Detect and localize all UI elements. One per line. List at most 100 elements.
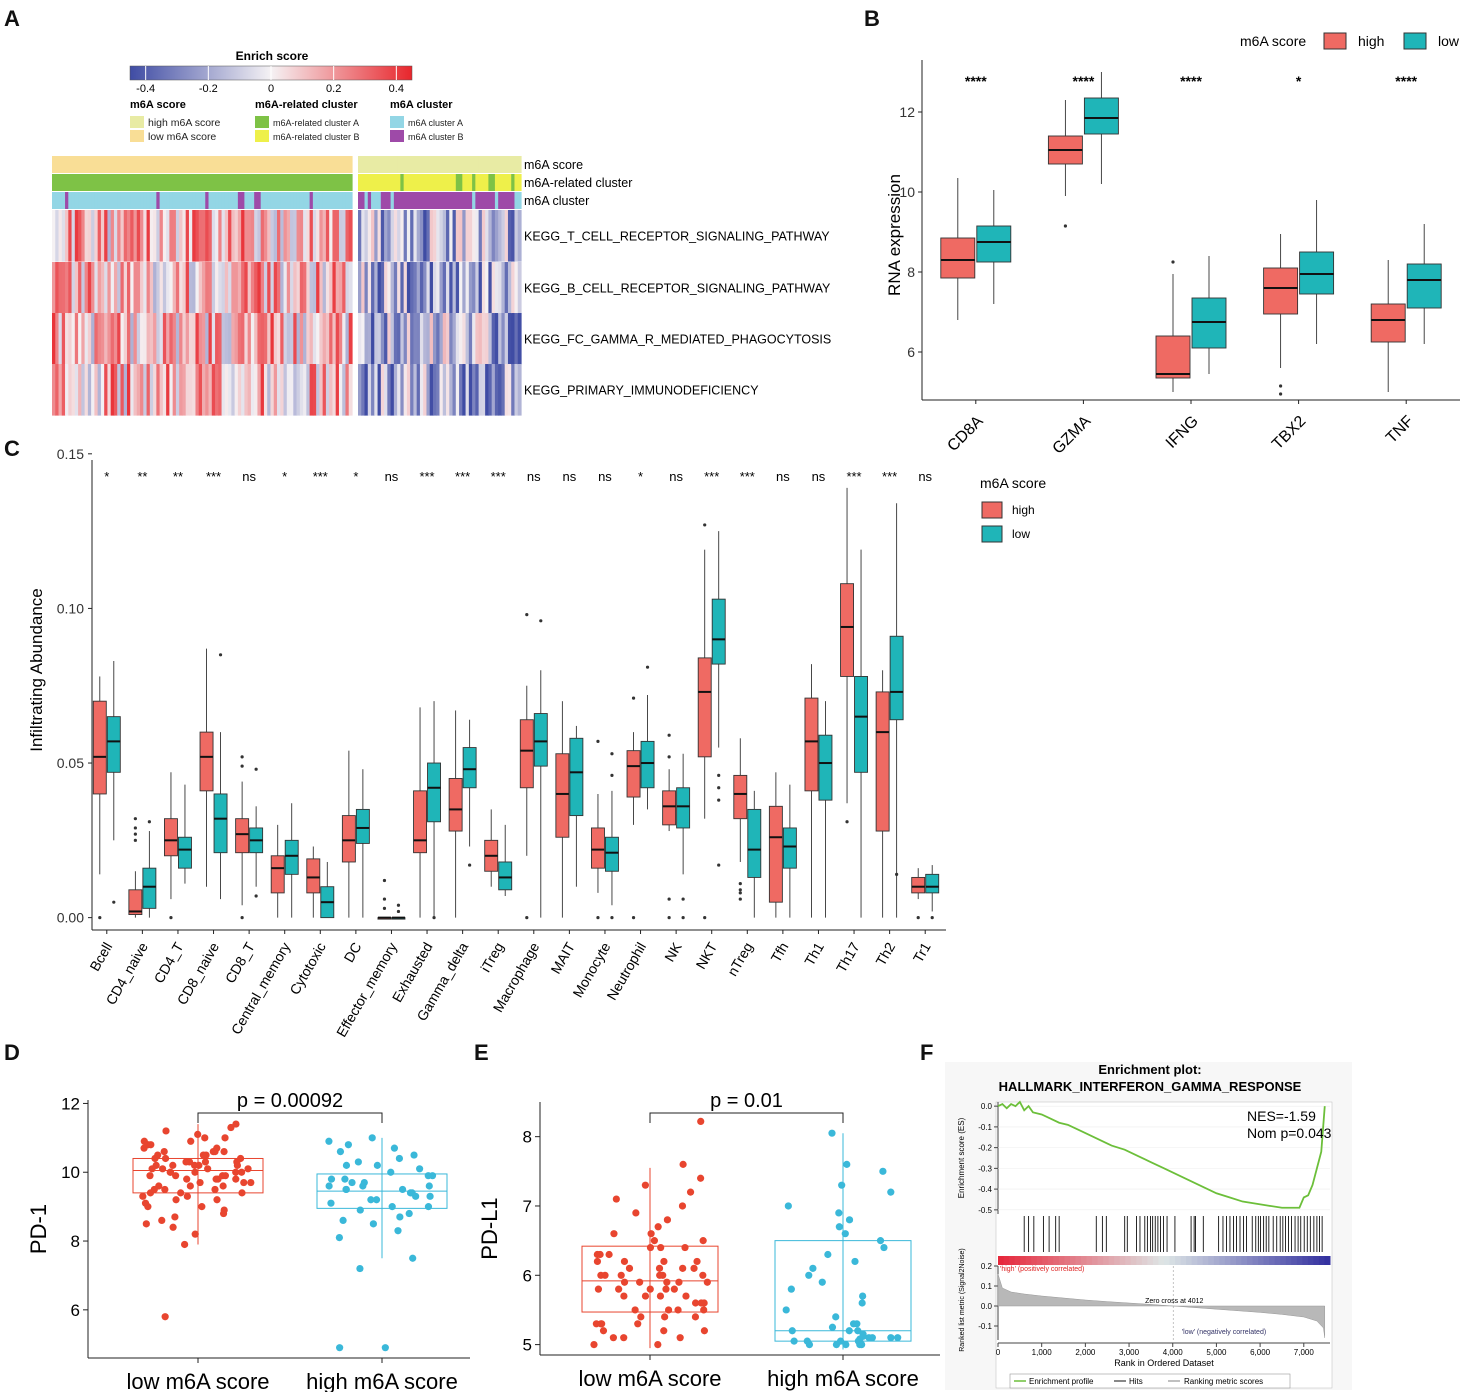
heatmap-cell: [426, 210, 431, 262]
c-high-box: [733, 774, 748, 820]
heatmap-cell: [387, 313, 392, 365]
annotation-cell-cluster: [78, 192, 82, 209]
heatmap-cell: [348, 210, 353, 262]
heatmap-cell: [403, 262, 408, 314]
heatmap-cell: [71, 262, 76, 314]
d-point: [410, 1151, 418, 1159]
heatmap-cell: [110, 262, 115, 314]
d-y-tick-label: 6: [71, 1301, 80, 1320]
annotation-cell-score: [325, 156, 330, 173]
d-point: [199, 1151, 207, 1159]
heatmap-cell: [94, 262, 99, 314]
f-rank-color-segment: [1020, 1256, 1027, 1265]
annotation-cell-related: [97, 174, 102, 191]
heatmap-cell: [55, 364, 60, 416]
b-y-tick-label: 6: [907, 344, 915, 360]
heatmap-cell: [397, 262, 401, 314]
b-legend-label: high: [1358, 33, 1384, 49]
annotation-cell-related: [146, 174, 151, 191]
heatmap-cell: [393, 364, 398, 416]
annotation-cell-cluster: [270, 192, 275, 209]
annotation-cell-score: [442, 156, 447, 173]
annotation-cell-score: [188, 156, 193, 173]
annotation-cell-related: [71, 174, 76, 191]
annotation-cell-related: [270, 174, 275, 191]
heatmap-cell: [149, 364, 154, 416]
heatmap-cell: [459, 313, 463, 365]
annotation-cell-score: [202, 156, 206, 173]
d-point: [339, 1216, 347, 1224]
c-low-box: [427, 762, 441, 823]
annotation-cell-cluster: [286, 192, 291, 209]
annotation-cell-cluster: [309, 192, 314, 209]
heatmap-cell: [179, 364, 184, 416]
annotation-cell-score: [211, 156, 216, 173]
heatmap-cell: [446, 313, 450, 365]
heatmap-cell: [290, 364, 294, 416]
heatmap-cell: [87, 262, 92, 314]
heatmap-cell: [306, 364, 311, 416]
heatmap-cell: [61, 210, 66, 262]
annotation-cell-score: [68, 156, 73, 173]
annotation-cell-score: [485, 156, 489, 173]
annotation-cell-cluster: [205, 192, 210, 209]
c-low-box: [178, 836, 192, 869]
heatmap-cell: [332, 262, 337, 314]
heatmap-cell: [514, 262, 519, 314]
heatmap-cell: [107, 364, 112, 416]
d-point: [327, 1175, 336, 1183]
annotation-cell-cluster: [397, 192, 401, 209]
heatmap-cell: [416, 210, 421, 262]
heatmap-cell: [400, 313, 405, 365]
annotation-cell-score: [113, 156, 118, 173]
heatmap-cell: [81, 262, 86, 314]
heatmap-cell: [221, 313, 226, 365]
annotation-cell-cluster: [175, 192, 180, 209]
e-point: [809, 1264, 817, 1272]
c-low-outlier: [432, 916, 436, 920]
heatmap-cell: [166, 364, 170, 416]
heatmap-cell: [465, 210, 470, 262]
annotation-cell-related: [501, 174, 506, 191]
annotation-cell-related: [260, 174, 265, 191]
b-x-tick-label: TBX2: [1269, 413, 1309, 453]
heatmap-cell: [52, 210, 56, 262]
b-high-outlier: [1279, 384, 1283, 388]
heatmap-cell: [361, 210, 366, 262]
heatmap-cell: [462, 210, 467, 262]
d-point: [191, 1168, 199, 1176]
heatmap-cell: [371, 364, 375, 416]
heatmap-cell: [130, 313, 135, 365]
annotation-cell-related: [442, 174, 447, 191]
heatmap-cell: [143, 210, 148, 262]
heatmap-cell: [390, 313, 395, 365]
b-y-tick-label: 12: [899, 104, 915, 120]
heatmap-cell: [71, 364, 76, 416]
annotation-cell-related: [87, 174, 92, 191]
heatmap-cell: [501, 313, 506, 365]
heatmap-cell: [485, 262, 489, 314]
c-x-tick-label: Th1: [801, 939, 827, 968]
heatmap-cell: [517, 210, 522, 262]
heatmap-cell: [100, 262, 105, 314]
heatmap-cell: [185, 364, 190, 416]
d-point: [160, 1148, 168, 1156]
f-x-tick-label: 3,000: [1119, 1348, 1140, 1357]
annotation-cell-related: [468, 174, 473, 191]
e-point: [832, 1341, 841, 1349]
heatmap-cell: [127, 364, 131, 416]
heatmap-cell: [149, 262, 154, 314]
panel-label-d: D: [4, 1040, 20, 1065]
heatmap-cell: [478, 262, 483, 314]
annotation-cell-related: [198, 174, 203, 191]
f-x-tick-label: 6,000: [1250, 1348, 1271, 1357]
heatmap-cell: [345, 262, 350, 314]
c-legend-label: low: [1012, 527, 1030, 541]
heatmap-cell: [55, 313, 60, 365]
f-rank-color-segment: [1064, 1256, 1071, 1265]
annotation-cell-score: [244, 156, 249, 173]
heatmap-cell: [403, 364, 408, 416]
annotation-cell-related: [65, 174, 69, 191]
heatmap-cell: [325, 313, 330, 365]
